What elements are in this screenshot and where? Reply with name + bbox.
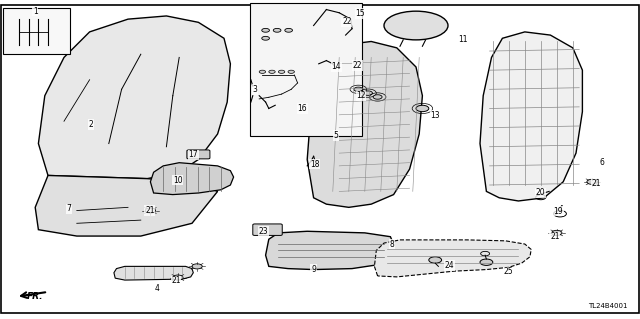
Text: 2: 2 [88, 120, 93, 129]
Circle shape [416, 105, 429, 112]
Circle shape [259, 70, 266, 73]
Text: 11: 11 [459, 35, 468, 44]
Text: 12: 12 [356, 91, 365, 100]
Text: 10: 10 [173, 176, 183, 185]
Text: 7: 7 [67, 204, 72, 213]
Circle shape [288, 70, 294, 73]
Text: 21: 21 [550, 232, 559, 241]
Text: TL24B4001: TL24B4001 [588, 303, 627, 309]
Circle shape [273, 28, 281, 32]
Circle shape [269, 70, 275, 73]
Circle shape [173, 275, 183, 280]
Text: 6: 6 [599, 158, 604, 167]
Circle shape [364, 91, 372, 95]
PathPatch shape [114, 266, 193, 280]
Text: 22: 22 [342, 17, 351, 26]
PathPatch shape [480, 32, 582, 201]
Bar [250, 3, 362, 136]
Text: 21: 21 [145, 206, 154, 215]
PathPatch shape [266, 231, 394, 270]
Text: 13: 13 [430, 111, 440, 120]
Text: 23: 23 [259, 227, 269, 236]
Text: 1: 1 [33, 7, 38, 16]
PathPatch shape [150, 163, 234, 195]
Text: 8: 8 [389, 240, 394, 249]
Text: 20: 20 [535, 189, 545, 197]
Ellipse shape [384, 11, 448, 40]
Circle shape [552, 230, 562, 235]
Circle shape [192, 264, 202, 269]
Circle shape [278, 70, 285, 73]
Text: 9: 9 [311, 265, 316, 274]
PathPatch shape [374, 240, 531, 277]
PathPatch shape [38, 16, 230, 179]
Circle shape [262, 36, 269, 40]
Text: 18: 18 [310, 160, 319, 169]
Circle shape [354, 87, 363, 92]
Circle shape [373, 95, 382, 99]
Text: 15: 15 [355, 9, 365, 18]
Text: FR.: FR. [27, 292, 44, 301]
Text: 16: 16 [297, 104, 307, 113]
Text: 25: 25 [504, 267, 514, 276]
FancyBboxPatch shape [187, 150, 210, 159]
Text: 5: 5 [333, 131, 339, 140]
Bar [3, 8, 70, 54]
Text: 4: 4 [154, 284, 159, 293]
Text: 21: 21 [592, 179, 601, 188]
PathPatch shape [35, 175, 218, 236]
Circle shape [587, 179, 597, 184]
Circle shape [480, 259, 493, 265]
FancyBboxPatch shape [253, 224, 282, 235]
Circle shape [285, 28, 292, 32]
Text: 17: 17 [188, 150, 198, 159]
Text: 3: 3 [252, 85, 257, 94]
Text: 22: 22 [353, 61, 362, 70]
Text: 14: 14 [331, 63, 341, 71]
PathPatch shape [307, 41, 422, 207]
Circle shape [429, 257, 442, 263]
Text: 19: 19 [553, 207, 563, 216]
Text: 24: 24 [444, 261, 454, 270]
Text: 21: 21 [172, 276, 180, 285]
Circle shape [145, 208, 156, 213]
Circle shape [262, 28, 269, 32]
